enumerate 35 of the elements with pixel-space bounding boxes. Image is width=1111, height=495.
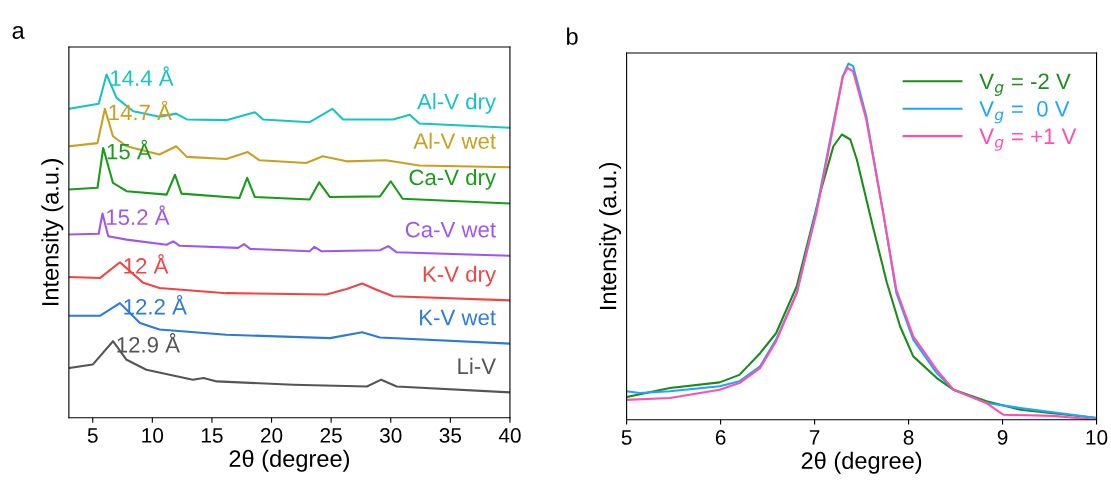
- x-tick-label: 10: [142, 428, 164, 443]
- y-axis-title: Intensity (a.u.): [599, 163, 622, 309]
- x-tick-label: 7: [809, 430, 820, 445]
- x-tick-label: 25: [320, 428, 342, 443]
- annotation: 12.9 Å: [117, 333, 180, 353]
- x-tick-label: 8: [903, 430, 914, 445]
- x-tick-label: 5: [87, 428, 98, 443]
- x-tick-label: 15: [201, 428, 223, 443]
- x-axis-title: 2θ (degree): [229, 449, 349, 472]
- series-label: Al-V wet: [413, 132, 496, 149]
- x-tick-label: 6: [715, 430, 726, 445]
- legend-label: V$_{g}$ = -2 V: [979, 73, 1071, 96]
- x-tick-label: 35: [439, 428, 462, 443]
- chart-title: a: [12, 25, 25, 39]
- series-label: K-V dry: [423, 265, 497, 287]
- annotation: 12.2 Å: [124, 294, 187, 315]
- series-label: K-V wet: [420, 309, 496, 326]
- series-label: Ca-V wet: [405, 221, 496, 238]
- annotation: 15.2 Å: [106, 205, 170, 226]
- legend-label: V$_{g}$ = 0 V: [979, 100, 1070, 124]
- x-axis-title: 2θ (degree): [801, 451, 922, 474]
- x-tick-label: 10: [1086, 430, 1108, 445]
- legend-label: V$_{g}$ = +1 V: [979, 128, 1077, 151]
- y-axis-title: Intensity (a.u.): [41, 159, 64, 306]
- x-tick-label: 20: [261, 428, 283, 443]
- x-tick-label: 30: [379, 428, 402, 443]
- x-tick-label: 9: [997, 430, 1008, 445]
- annotation: 14.4 Å: [111, 66, 174, 86]
- chart-title: b: [567, 27, 578, 45]
- x-tick-label: 5: [621, 430, 632, 445]
- annotation: 12 Å: [124, 254, 169, 274]
- series-label: Ca-V dry: [409, 168, 497, 190]
- x-tick-label: 40: [498, 428, 521, 443]
- series-label: Al-V dry: [417, 93, 497, 114]
- series-label: Li-V: [458, 357, 496, 374]
